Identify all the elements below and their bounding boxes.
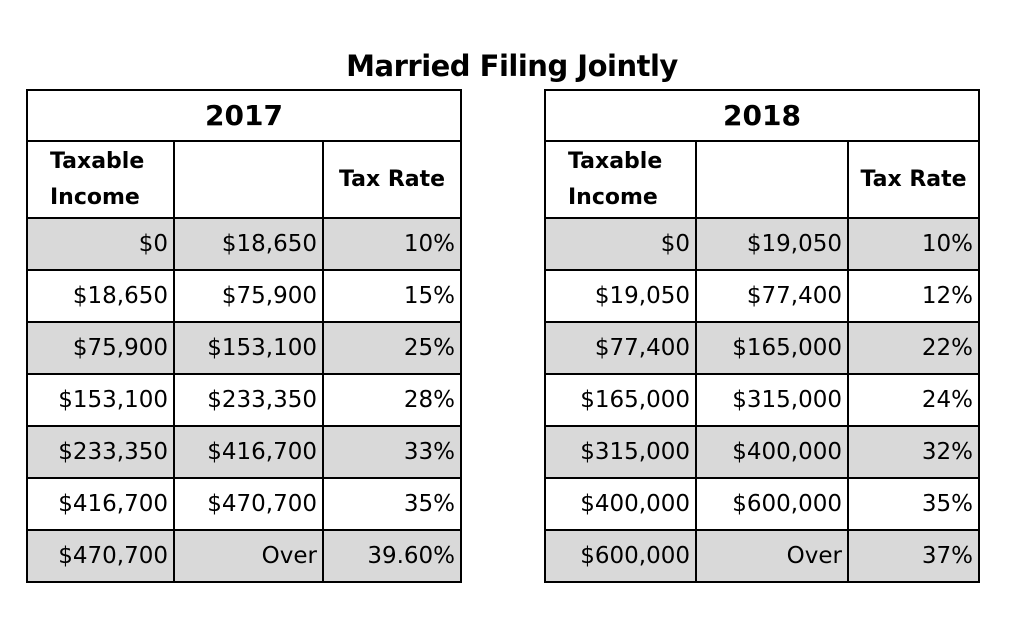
- tax-table-2017: 2017 Taxable Income Tax Rate $0 $18,650 …: [25, 89, 463, 583]
- tax-rate-cell: 39.60%: [321, 529, 463, 583]
- income-to-cell: $19,050: [695, 217, 849, 271]
- page-title: Married Filing Jointly: [346, 49, 678, 83]
- income-to-cell: $18,650: [173, 217, 324, 271]
- income-to-cell: $165,000: [695, 321, 849, 375]
- tax-rate-cell: 25%: [321, 321, 463, 375]
- table-row: $77,400 $165,000 22%: [544, 321, 981, 375]
- table-row: $233,350 $416,700 33%: [26, 425, 463, 479]
- income-from-cell: $416,700: [26, 477, 175, 531]
- income-to-cell: $400,000: [695, 425, 849, 479]
- table-row: $0 $19,050 10%: [544, 217, 981, 271]
- tax-rate-cell: 33%: [321, 425, 463, 479]
- tax-rate-cell: 32%: [846, 425, 981, 479]
- income-to-cell: Over: [695, 529, 849, 583]
- income-from-cell: $19,050: [544, 269, 697, 323]
- blank-header: [173, 140, 324, 219]
- table-row: $18,650 $75,900 15%: [26, 269, 463, 323]
- income-from-cell: $77,400: [544, 321, 697, 375]
- income-to-cell: $153,100: [173, 321, 324, 375]
- income-from-cell: $315,000: [544, 425, 697, 479]
- table-row: $0 $18,650 10%: [26, 217, 463, 271]
- taxable-income-header: Taxable Income: [26, 140, 175, 219]
- table-row: $600,000 Over 37%: [544, 529, 981, 583]
- column-header-row: Taxable Income Tax Rate: [26, 140, 463, 219]
- income-to-cell: $416,700: [173, 425, 324, 479]
- income-from-cell: $153,100: [26, 373, 175, 427]
- table-row: $400,000 $600,000 35%: [544, 477, 981, 531]
- tax-rate-header: Tax Rate: [846, 140, 981, 219]
- income-from-cell: $470,700: [26, 529, 175, 583]
- tax-rate-cell: 24%: [846, 373, 981, 427]
- year-header-row: 2017: [25, 89, 463, 142]
- tax-rate-cell: 28%: [321, 373, 463, 427]
- income-from-cell: $400,000: [544, 477, 697, 531]
- tax-rate-header: Tax Rate: [321, 140, 463, 219]
- income-from-cell: $165,000: [544, 373, 697, 427]
- income-to-cell: Over: [173, 529, 324, 583]
- tax-rate-cell: 10%: [846, 217, 981, 271]
- income-to-cell: $75,900: [173, 269, 324, 323]
- column-header-row: Taxable Income Tax Rate: [544, 140, 981, 219]
- table-row: $153,100 $233,350 28%: [26, 373, 463, 427]
- tax-rate-cell: 35%: [846, 477, 981, 531]
- year-header-row: 2018: [543, 89, 981, 142]
- table-row: $75,900 $153,100 25%: [26, 321, 463, 375]
- income-from-cell: $18,650: [26, 269, 175, 323]
- income-to-cell: $315,000: [695, 373, 849, 427]
- income-to-cell: $233,350: [173, 373, 324, 427]
- income-from-cell: $0: [26, 217, 175, 271]
- blank-header: [695, 140, 849, 219]
- income-to-cell: $77,400: [695, 269, 849, 323]
- tax-rate-cell: 15%: [321, 269, 463, 323]
- tax-table-2018: 2018 Taxable Income Tax Rate $0 $19,050 …: [543, 89, 981, 583]
- tax-rate-cell: 12%: [846, 269, 981, 323]
- table-row: $470,700 Over 39.60%: [26, 529, 463, 583]
- table-row: $416,700 $470,700 35%: [26, 477, 463, 531]
- table-row: $165,000 $315,000 24%: [544, 373, 981, 427]
- income-from-cell: $600,000: [544, 529, 697, 583]
- tax-rate-cell: 22%: [846, 321, 981, 375]
- income-from-cell: $75,900: [26, 321, 175, 375]
- table-row: $315,000 $400,000 32%: [544, 425, 981, 479]
- income-to-cell: $600,000: [695, 477, 849, 531]
- income-to-cell: $470,700: [173, 477, 324, 531]
- tax-rate-cell: 10%: [321, 217, 463, 271]
- income-from-cell: $233,350: [26, 425, 175, 479]
- table-row: $19,050 $77,400 12%: [544, 269, 981, 323]
- income-from-cell: $0: [544, 217, 697, 271]
- taxable-income-header: Taxable Income: [544, 140, 697, 219]
- year-header: 2018: [543, 89, 981, 142]
- tax-rate-cell: 37%: [846, 529, 981, 583]
- tax-rate-cell: 35%: [321, 477, 463, 531]
- year-header: 2017: [25, 89, 463, 142]
